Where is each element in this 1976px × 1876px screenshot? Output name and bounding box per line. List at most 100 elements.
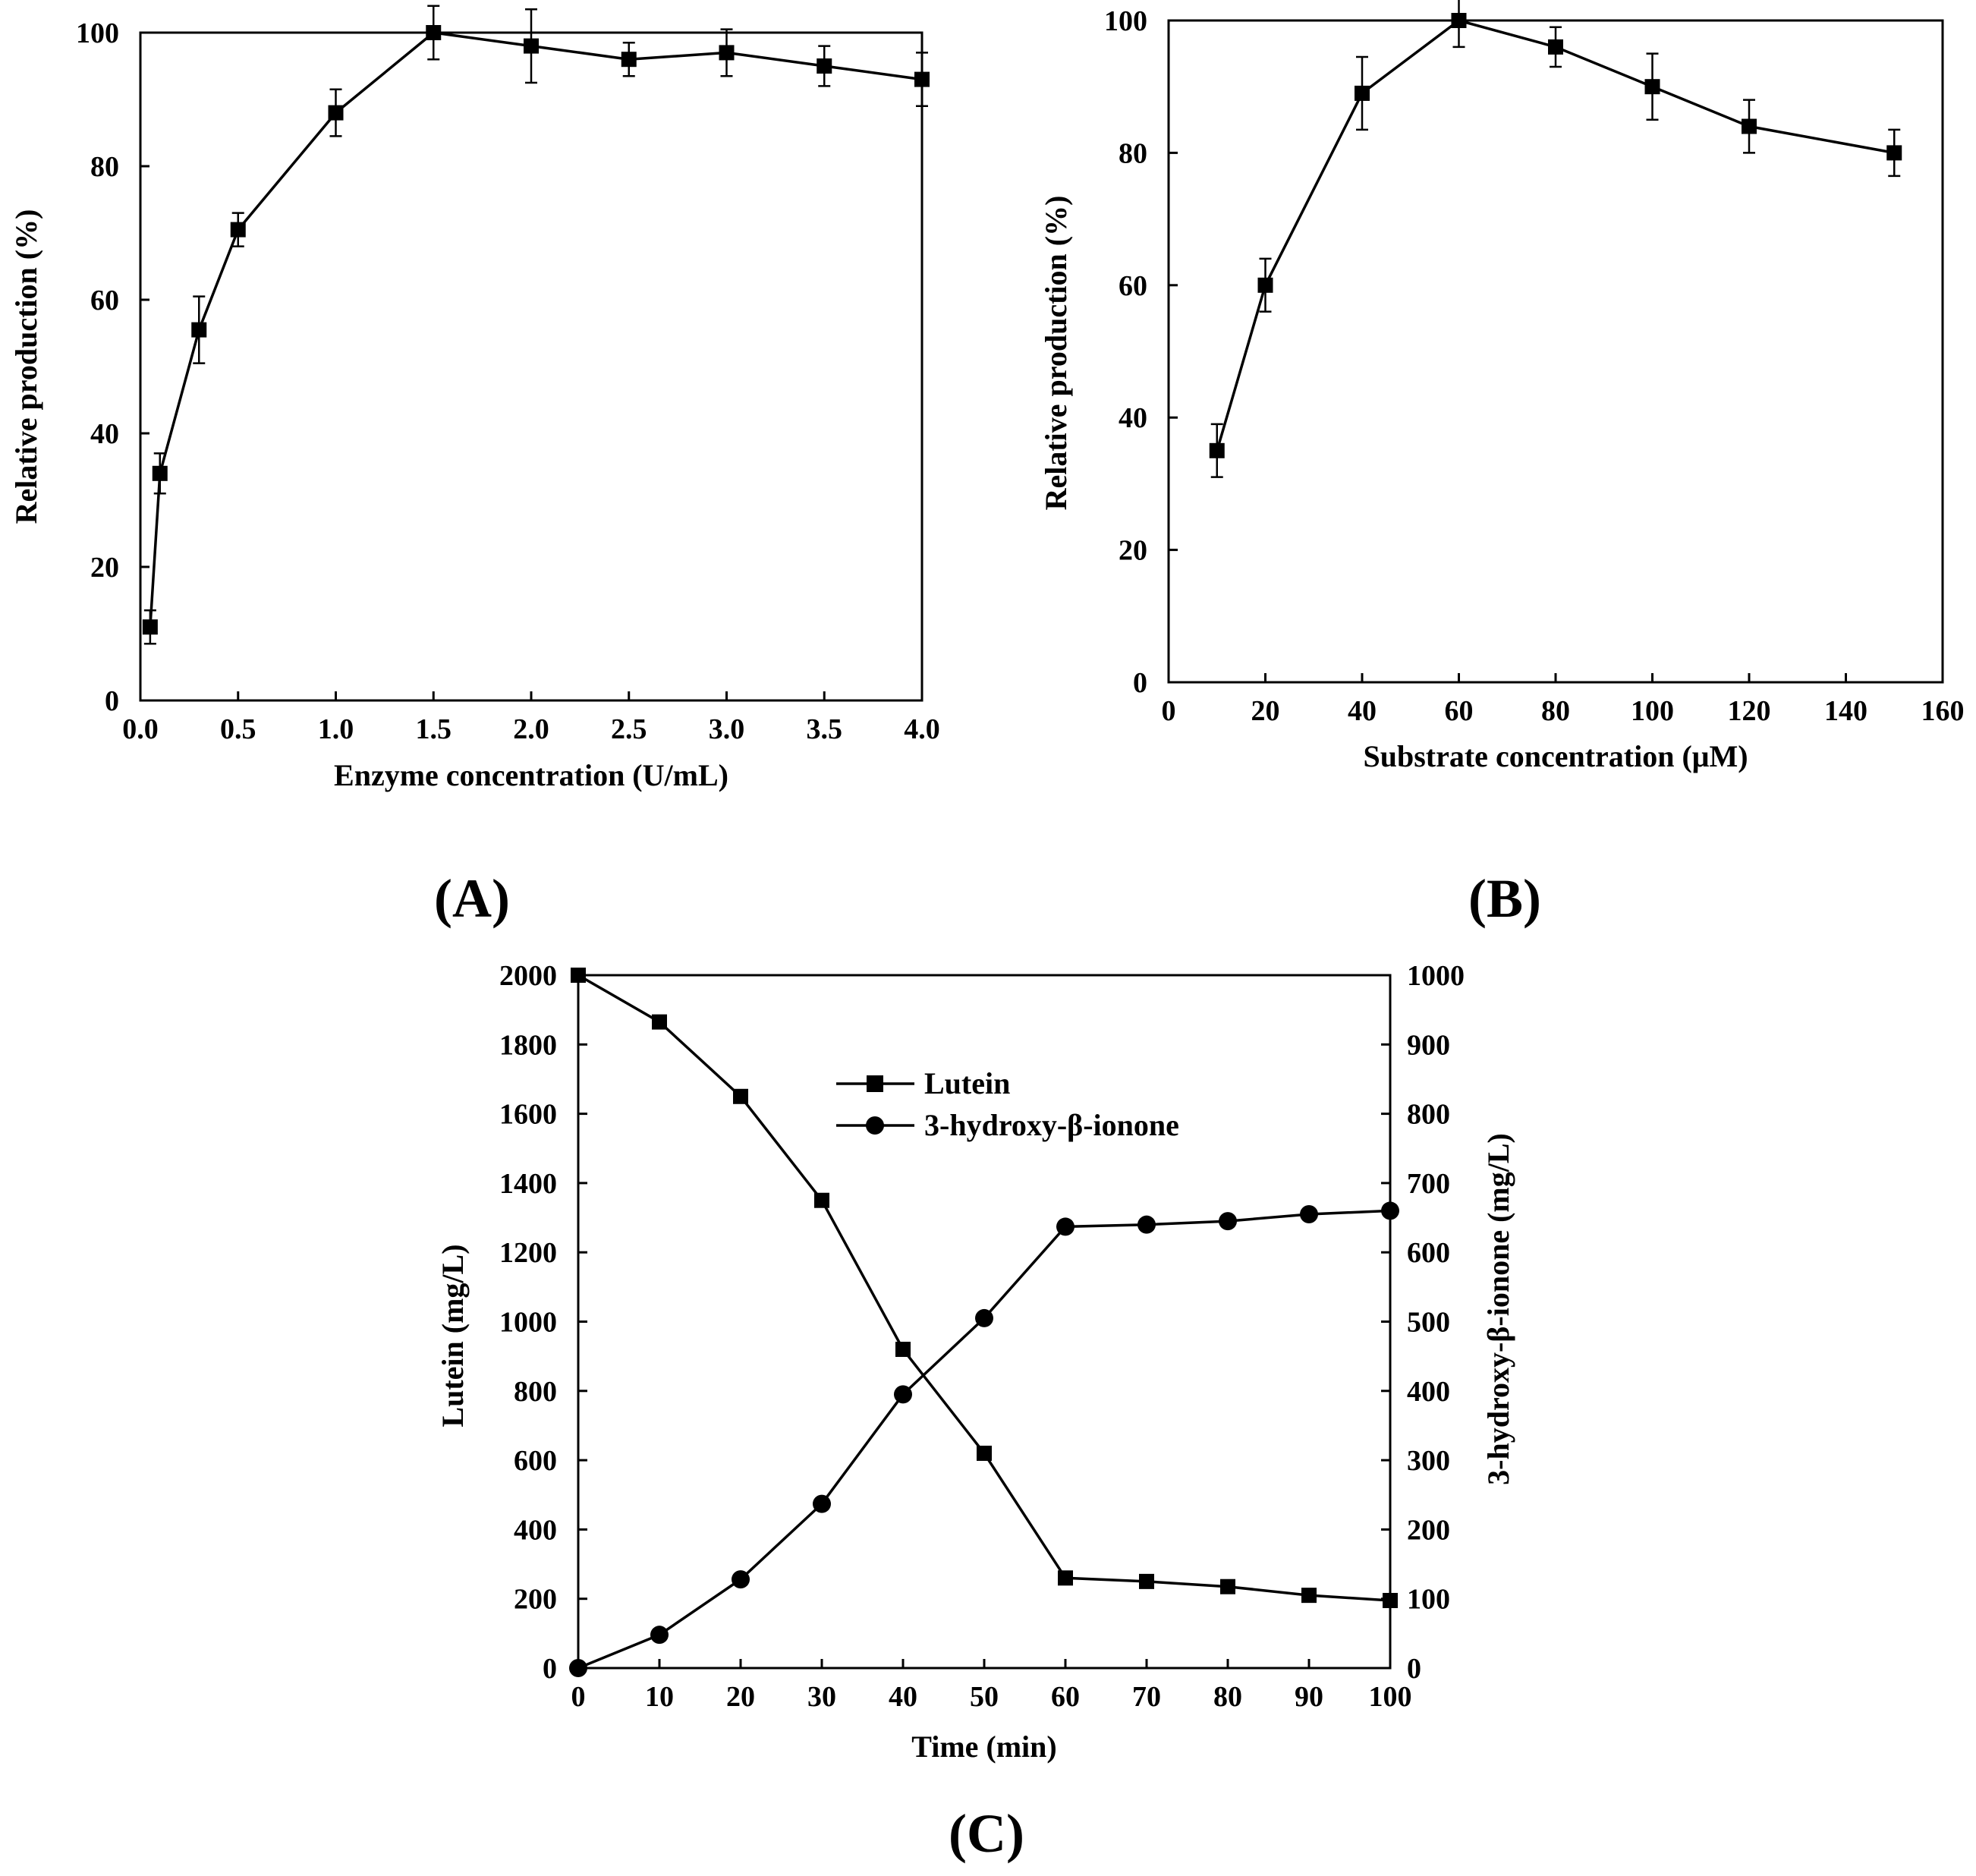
panel-a-x-tick-label: 3.5 [807, 713, 843, 745]
panel-b-label: (B) [1468, 868, 1541, 929]
panel-b-y-tick-label: 0 [1133, 667, 1147, 699]
panel-b-error-bars [1210, 0, 1901, 478]
panel-c-x-axis-label: Time (min) [911, 1730, 1056, 1764]
panel-a-point [230, 222, 246, 238]
panel-c-left-y-ticks: 0 200 400 600 800 1000 1200 1400 1600 1800 2000 [499, 960, 587, 1685]
panel-a-point [426, 25, 442, 40]
panel-b-x-tick-label: 100 [1631, 695, 1674, 727]
panel-c-lutein-point [733, 1088, 748, 1104]
panel-a-point [719, 45, 735, 61]
panel-b-markers [1209, 13, 1902, 458]
panel-b-point [1355, 85, 1370, 101]
panel-c-right-y-tick-label: 700 [1407, 1168, 1450, 1200]
panel-a-point [152, 465, 168, 481]
panel-b-y-tick-label: 60 [1119, 270, 1147, 302]
panel-c-x-ticks: 0 10 20 30 40 50 60 70 80 90 100 [571, 1659, 1412, 1713]
panel-c-ionone-point [650, 1626, 669, 1645]
panel-c-left-y-tick-label: 600 [514, 1445, 557, 1477]
panel-c-ionone-point [1300, 1204, 1318, 1223]
panel-c-x-tick-label: 0 [571, 1681, 586, 1713]
panel-a-point [191, 322, 207, 338]
panel-c-ionone-point [1137, 1215, 1156, 1234]
panel-b-y-axis-label: Relative production (%) [1039, 196, 1073, 511]
panel-c-left-y-tick-label: 1200 [499, 1237, 557, 1269]
panel-a-point [621, 52, 637, 68]
panel-b-point [1742, 118, 1757, 134]
panel-c-right-y-tick-label: 600 [1407, 1237, 1450, 1269]
panel-c-x-tick-label: 80 [1213, 1681, 1242, 1713]
panel-c-left-y-tick-label: 200 [514, 1584, 557, 1616]
panel-a-x-tick-label: 1.5 [416, 713, 452, 745]
panel-c-left-y-tick-label: 1800 [499, 1029, 557, 1061]
panel-a-point [328, 105, 344, 121]
panel-c-ionone-point [894, 1385, 912, 1404]
panel-b-point [1209, 442, 1225, 458]
panel-c-left-y-tick-label: 400 [514, 1514, 557, 1546]
panel-b-point [1257, 277, 1273, 293]
panel-a-y-tick-label: 40 [90, 418, 119, 450]
panel-b-y-tick-label: 40 [1119, 402, 1147, 434]
panel-c-ionone-markers [569, 1201, 1399, 1677]
panel-c-lutein-point [1139, 1573, 1154, 1589]
panel-a-x-tick-label: 0.5 [220, 713, 256, 745]
panel-b-x-tick-label: 60 [1445, 695, 1474, 727]
panel-c-x-tick-label: 60 [1051, 1681, 1080, 1713]
panel-b-point [1886, 145, 1902, 161]
panel-b-y-tick-label: 80 [1119, 137, 1147, 169]
panel-a-x-tick-label: 1.0 [318, 713, 354, 745]
panel-c-x-tick-label: 10 [645, 1681, 674, 1713]
panel-a-y-tick-label: 0 [105, 685, 119, 717]
panel-b-y-tick-label: 20 [1119, 535, 1147, 567]
panel-a-x-ticks: 0.0 0.5 1.0 1.5 2.0 2.5 3.0 3.5 4.0 [122, 691, 940, 745]
panel-a-x-tick-label: 2.0 [513, 713, 549, 745]
panel-c-lutein-point [977, 1445, 992, 1461]
panel-b-x-tick-label: 80 [1541, 695, 1570, 727]
panel-a-x-tick-label: 0.0 [122, 713, 159, 745]
panel-c-ionone-point [1219, 1212, 1237, 1231]
panel-a-chart: 0 20 40 60 80 100 0.0 0.5 1.0 1.5 2.0 2.5 3.0 3.5 4.0… [9, 5, 940, 929]
panel-b-series-line [1216, 19, 1895, 452]
panel-b-point [1451, 13, 1467, 28]
panel-c-legend: Lutein 3-hydroxy-β-ionone [836, 1066, 1179, 1142]
panel-c-x-tick-label: 100 [1369, 1681, 1412, 1713]
legend-ionone-label: 3-hydroxy-β-ionone [924, 1108, 1179, 1142]
panel-c-left-y-tick-label: 1000 [499, 1307, 557, 1339]
panel-c-ionone-point [1381, 1201, 1399, 1220]
panel-c-ionone-point [975, 1308, 993, 1327]
panel-b-x-tick-label: 120 [1728, 695, 1771, 727]
panel-c-right-y-tick-label: 200 [1407, 1514, 1450, 1546]
panel-b-x-tick-label: 0 [1162, 695, 1176, 727]
panel-c-left-y-tick-label: 2000 [499, 960, 557, 992]
panel-a-y-tick-label: 20 [90, 552, 119, 584]
panel-b-x-tick-label: 140 [1824, 695, 1867, 727]
panel-c-ionone-line [577, 1209, 1391, 1670]
panel-b-x-ticks: 0 20 40 60 80 100 120 140 160 [1162, 673, 1965, 727]
panel-c-lutein-point [571, 968, 586, 983]
panel-a-x-axis-label: Enzyme concentration (U/mL) [334, 758, 728, 792]
panel-b-x-axis-label: Substrate concentration (μM) [1363, 739, 1748, 773]
panel-c-right-y-tick-label: 1000 [1407, 960, 1465, 992]
panel-c-lutein-point [652, 1014, 667, 1030]
panel-b-point [1644, 79, 1660, 95]
panel-a-label: (A) [434, 868, 510, 929]
panel-c-left-y-tick-label: 800 [514, 1376, 557, 1408]
panel-b-x-tick-label: 40 [1348, 695, 1377, 727]
panel-c-x-tick-label: 50 [970, 1681, 999, 1713]
panel-c-ionone-point [1056, 1217, 1075, 1236]
panel-a-plot-frame [139, 31, 923, 702]
panel-c-right-y-tick-label: 0 [1407, 1653, 1421, 1685]
panel-b-x-tick-label: 20 [1251, 695, 1280, 727]
panel-c-lutein-point [1220, 1579, 1235, 1594]
panel-c-left-y-tick-label: 0 [543, 1653, 557, 1685]
panel-b-plot-frame [1167, 19, 1944, 684]
panel-c-lutein-point [1058, 1570, 1073, 1586]
panel-c-right-y-tick-label: 300 [1407, 1445, 1450, 1477]
panel-a-x-tick-label: 4.0 [904, 713, 940, 745]
panel-c-lutein-markers [571, 968, 1398, 1608]
panel-c-label: (C) [949, 1803, 1024, 1864]
panel-a-markers [142, 25, 930, 635]
legend-ionone-marker [866, 1116, 884, 1135]
panel-c-lutein-point [1383, 1592, 1398, 1608]
